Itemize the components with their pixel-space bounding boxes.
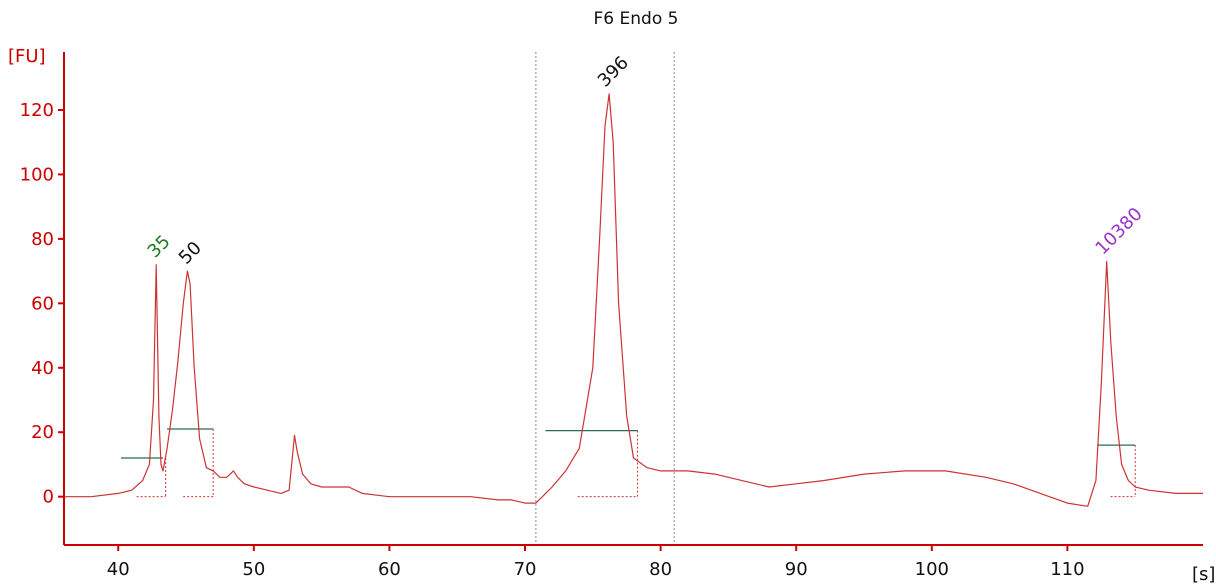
x-tick-label-110: 110: [1050, 559, 1084, 580]
y-tick-label-0: 0: [43, 487, 54, 508]
x-tick-label-70: 70: [514, 559, 537, 580]
x-tick-label-80: 80: [649, 559, 672, 580]
peak-label-50: 50: [175, 238, 206, 269]
trace-layer: [64, 93, 1203, 507]
y-tick-label-40: 40: [31, 358, 54, 379]
x-tick-label-40: 40: [107, 559, 130, 580]
y-tick-label-20: 20: [31, 422, 54, 443]
peak-baselines: [120, 428, 1136, 498]
y-tick-label-120: 120: [20, 100, 54, 121]
signal-trace-1: [64, 93, 1203, 507]
x-tick-label-60: 60: [378, 559, 401, 580]
x-tick-label-100: 100: [915, 559, 949, 580]
y-tick-label-80: 80: [31, 229, 54, 250]
x-tick-label-90: 90: [785, 559, 808, 580]
x-axis-unit: [s]: [1192, 564, 1215, 585]
peak-label-35: 35: [144, 231, 175, 262]
y-tick-label-100: 100: [20, 164, 54, 185]
peak-label-396: 396: [594, 52, 633, 91]
y-axis-unit: [FU]: [8, 46, 46, 67]
x-tick-label-50: 50: [242, 559, 265, 580]
axes: 0 20 40 60 80 100 120 40 50 60 70 80 90 100 110: [20, 52, 1203, 580]
chart-title: F6 Endo 5: [594, 9, 679, 29]
peak-labels: 35 50 396 10380: [144, 52, 1147, 268]
y-tick-label-60: 60: [31, 293, 54, 314]
peak-label-10380: 10380: [1091, 204, 1146, 259]
